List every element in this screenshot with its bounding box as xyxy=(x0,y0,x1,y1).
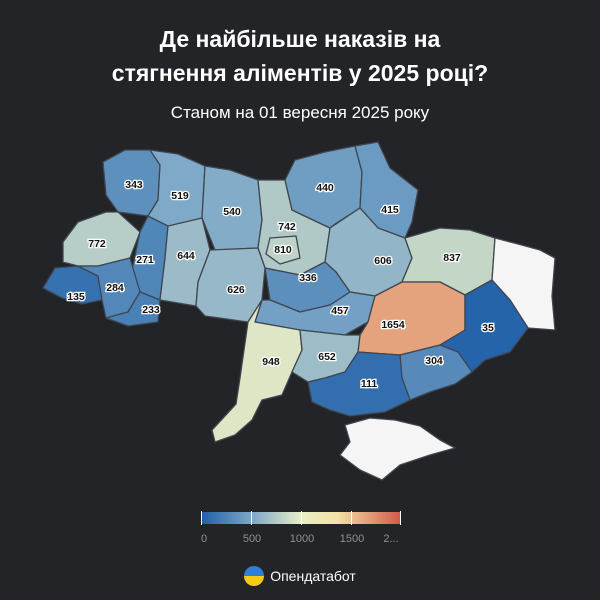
title-line-1: Де найбільше наказів на xyxy=(159,26,441,52)
legend-tick xyxy=(251,511,252,525)
legend-tick xyxy=(301,511,302,525)
legend-label-0: 0 xyxy=(200,533,208,545)
legend-tick xyxy=(351,511,352,525)
title-line-2: стягнення аліментів у 2025 році? xyxy=(111,60,489,86)
footer-brand: Опендатабот xyxy=(0,566,600,586)
map-title: Де найбільше наказів на стягнення алімен… xyxy=(0,22,600,90)
region-odesa[interactable] xyxy=(211,299,303,443)
region-zhytomyr[interactable] xyxy=(201,165,263,251)
opendatabot-logo-icon xyxy=(244,566,265,586)
legend-label-1500: 1500 xyxy=(339,533,365,545)
color-legend: 0 500 1000 1500 2... xyxy=(201,511,401,545)
region-lviv[interactable] xyxy=(62,211,141,267)
legend-label-max: 2... xyxy=(383,533,399,545)
region-crimea[interactable] xyxy=(339,417,456,481)
region-donetsk[interactable] xyxy=(439,279,529,373)
legend-tick xyxy=(400,511,401,525)
legend-tick xyxy=(201,511,202,525)
legend-label-500: 500 xyxy=(242,533,262,545)
map-subtitle: Станом на 01 вересня 2025 року xyxy=(170,103,430,122)
region-kherson[interactable] xyxy=(307,351,411,417)
brand-name: Опендатабот xyxy=(270,568,356,584)
region-sumy[interactable] xyxy=(354,141,419,239)
region-kyiv-city[interactable] xyxy=(265,235,301,265)
region-chernivtsi[interactable] xyxy=(105,291,161,327)
legend-label-1000: 1000 xyxy=(289,533,315,545)
region-volyn[interactable] xyxy=(102,149,161,217)
